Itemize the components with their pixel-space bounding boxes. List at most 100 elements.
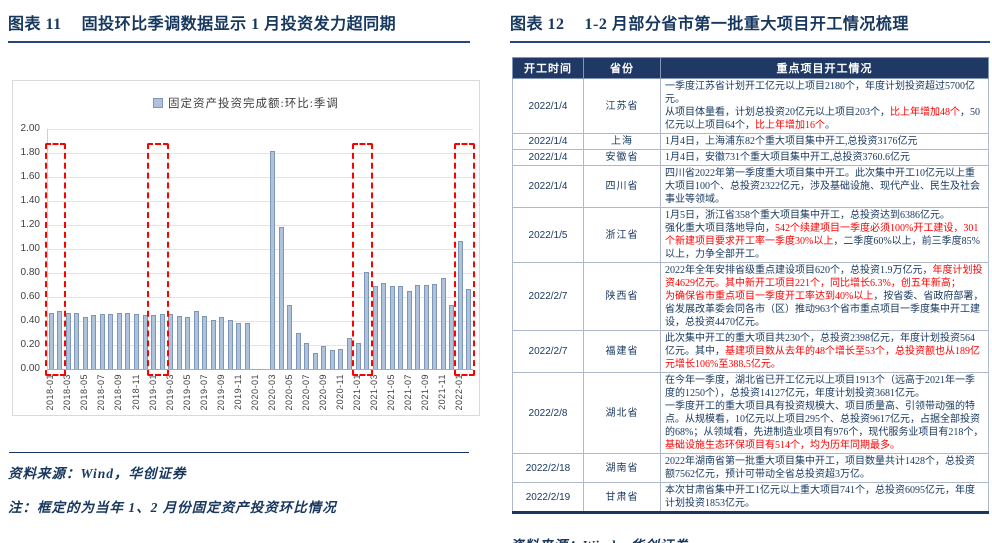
x-tick-label: 2021-11 (437, 374, 448, 410)
bar (398, 286, 404, 369)
table-header-row: 开工时间 省份 重点项目开工情况 (512, 57, 989, 79)
detail-text: 四川省2022年第一季度重大项目集中开工。此次集中开工10亿元以上重大项目100… (665, 168, 980, 205)
detail-text: 1月5日，浙江省358个重大项目集中开工，总投资达到6386亿元。 强化重大项目… (665, 210, 950, 234)
header-province: 省份 (583, 57, 661, 79)
table-row: 2022/1/4 上海 1月4日，上海浦东82个重大项目集中开工,总投资3176亿元 (512, 133, 989, 150)
project-detail-cell: 四川省2022年第一季度重大项目集中开工。此次集中开工10亿元以上重大项目100… (660, 165, 989, 208)
legend-marker-icon (153, 98, 164, 108)
chart-legend: 固定资产投资完成额:环比:季调 (13, 95, 479, 111)
jan-feb-highlight-box (453, 143, 476, 376)
bar (295, 333, 301, 369)
project-detail-cell: 2022年湖南省第一批重大项目集中开工，项目数量共计1428个，总投资额7562… (660, 453, 989, 483)
bar (338, 348, 344, 369)
figure12-panel: 图表 12 1-2 月部分省市第一批重大项目开工情况梳理 开工时间 省份 重点项目… (510, 10, 990, 543)
gridline (47, 153, 473, 154)
y-tick-label: 1.60 (20, 171, 40, 182)
project-detail-cell: 1月5日，浙江省358个重大项目集中开工，总投资达到6386亿元。 强化重大项目… (660, 207, 989, 263)
bar (329, 349, 335, 369)
bar (99, 313, 105, 369)
bar (406, 291, 412, 369)
bar (176, 316, 182, 369)
highlight-text: 比上年增加16个 (755, 120, 825, 131)
gridline (47, 369, 473, 370)
highlight-text: 比上年增加48个 (890, 107, 960, 118)
project-detail-cell: 此次集中开工的重大项目共230个，总投资2398亿元，年度计划投资564亿元。其… (660, 330, 989, 373)
figure11-title: 图表 11 固投环比季调数据显示 1 月投资发力超同期 (8, 10, 470, 43)
x-tick-label: 2019-01 (147, 374, 158, 411)
bar (423, 285, 429, 369)
x-tick-label: 2021-01 (352, 374, 362, 411)
bar (432, 283, 438, 369)
bar (193, 311, 199, 369)
start-date-cell: 2022/1/4 (512, 133, 584, 150)
jan-feb-highlight-box (44, 143, 67, 376)
highlight-text: 基础设施生态环保项目有514个，均为历年同期最多。 (665, 440, 900, 451)
detail-text: ，按省委、省政府部署，省发展改革委会同各市（区）推动963个省市重点项目一季度集… (665, 291, 984, 328)
bar (65, 312, 71, 369)
bar (74, 312, 80, 369)
project-start-table: 开工时间 省份 重点项目开工情况 2022/1/4 江苏省 一季度江苏省计划开工亿元… (512, 57, 989, 514)
y-axis-line (47, 129, 48, 369)
start-date-cell: 2022/2/18 (512, 453, 584, 483)
table-header: 开工时间 省份 重点项目开工情况 (512, 57, 989, 79)
highlight-text: 年度计划投资4629亿元。其中新开工项目221个，同比增长6.3%，创五年新高；… (665, 265, 983, 302)
figure11-note: 注：框定的为当年 1、2 月份固定资产投资环比情况 (8, 500, 337, 515)
figure11-bottom-rule (9, 452, 469, 453)
bar (202, 316, 208, 369)
bar (244, 323, 250, 369)
bar (91, 315, 97, 369)
bar (381, 282, 386, 369)
figure12-title: 图表 12 1-2 月部分省市第一批重大项目开工情况梳理 (510, 10, 990, 43)
gridline (47, 273, 473, 274)
detail-text: 在今年一季度，湖北省已开工亿元以上项目1913个（远高于2021年一季度的125… (665, 375, 984, 438)
bar (134, 313, 139, 369)
table-row: 2022/2/7 福建省 此次集中开工的重大项目共230个，总投资2398亿元，年度… (512, 330, 989, 373)
bar (125, 312, 131, 369)
figure11-title-text: 固投环比季调数据显示 1 月投资发力超同期 (81, 16, 397, 33)
x-tick-label: 2020-09 (317, 374, 328, 411)
highlight-text: 基建项目数从去年的48个增长至53个，总投资额也从189亿元增长106%至388… (665, 346, 980, 370)
gridline (47, 297, 473, 298)
x-tick-label: 2020-01 (249, 374, 260, 411)
detail-text: 。 (825, 120, 835, 131)
province-cell: 上海 (583, 133, 661, 150)
start-date-cell: 2022/2/7 (512, 262, 584, 331)
legend-label: 固定资产投资完成额:环比:季调 (168, 98, 339, 110)
bar (312, 353, 318, 369)
project-detail-cell: 1月4日，上海浦东82个重大项目集中开工,总投资3176亿元 (660, 133, 989, 150)
start-date-cell: 2022/1/4 (512, 149, 584, 166)
bar (355, 342, 361, 369)
x-tick-label: 2019-09 (215, 374, 226, 411)
bar (116, 312, 122, 369)
gridline (47, 225, 473, 226)
gridline (47, 201, 473, 202)
x-tick-label: 2018-05 (79, 374, 90, 411)
gridline (47, 345, 473, 346)
province-cell: 湖北省 (583, 372, 661, 454)
bar (168, 313, 173, 369)
project-table-body: 2022/1/4 江苏省 一季度江苏省计划开工亿元以上项目2180个，年度计划投资超… (512, 78, 989, 513)
bar (364, 271, 369, 369)
x-tick-label: 2020-11 (334, 374, 345, 410)
table-row: 2022/1/4 安徽省 1月4日，安徽731个重大项目集中开工,总投资3760.6… (512, 149, 989, 166)
jan-feb-highlight-box (351, 143, 373, 376)
bar (151, 315, 156, 369)
start-date-cell: 2022/1/5 (512, 207, 584, 263)
fixed-investment-chart: 固定资产投资完成额:环比:季调 0.00 0.20 0.40 0.60 0.80 1.00… (12, 80, 480, 416)
table-row: 2022/2/19 甘肃省 本次甘肃省集中开工1亿元以上重大项目741个，总投资60… (512, 482, 989, 513)
table-row: 2022/1/4 江苏省 一季度江苏省计划开工亿元以上项目2180个，年度计划投资超… (512, 78, 989, 134)
start-date-cell: 2022/2/8 (512, 372, 584, 454)
x-tick-label: 2019-07 (198, 374, 209, 411)
figure11-panel: 图表 11 固投环比季调数据显示 1 月投资发力超同期 固定资产投资完成额:环比:… (8, 10, 480, 516)
start-date-cell: 2022/2/19 (512, 482, 584, 513)
province-cell: 浙江省 (583, 207, 661, 263)
bar (108, 313, 114, 369)
bar (415, 285, 421, 369)
y-tick-label: 0.60 (20, 291, 40, 302)
bar (287, 305, 293, 369)
x-tick-label: 2021-09 (420, 374, 431, 411)
bar (185, 317, 191, 369)
bar (227, 319, 233, 369)
y-tick-label: 1.80 (20, 147, 40, 158)
